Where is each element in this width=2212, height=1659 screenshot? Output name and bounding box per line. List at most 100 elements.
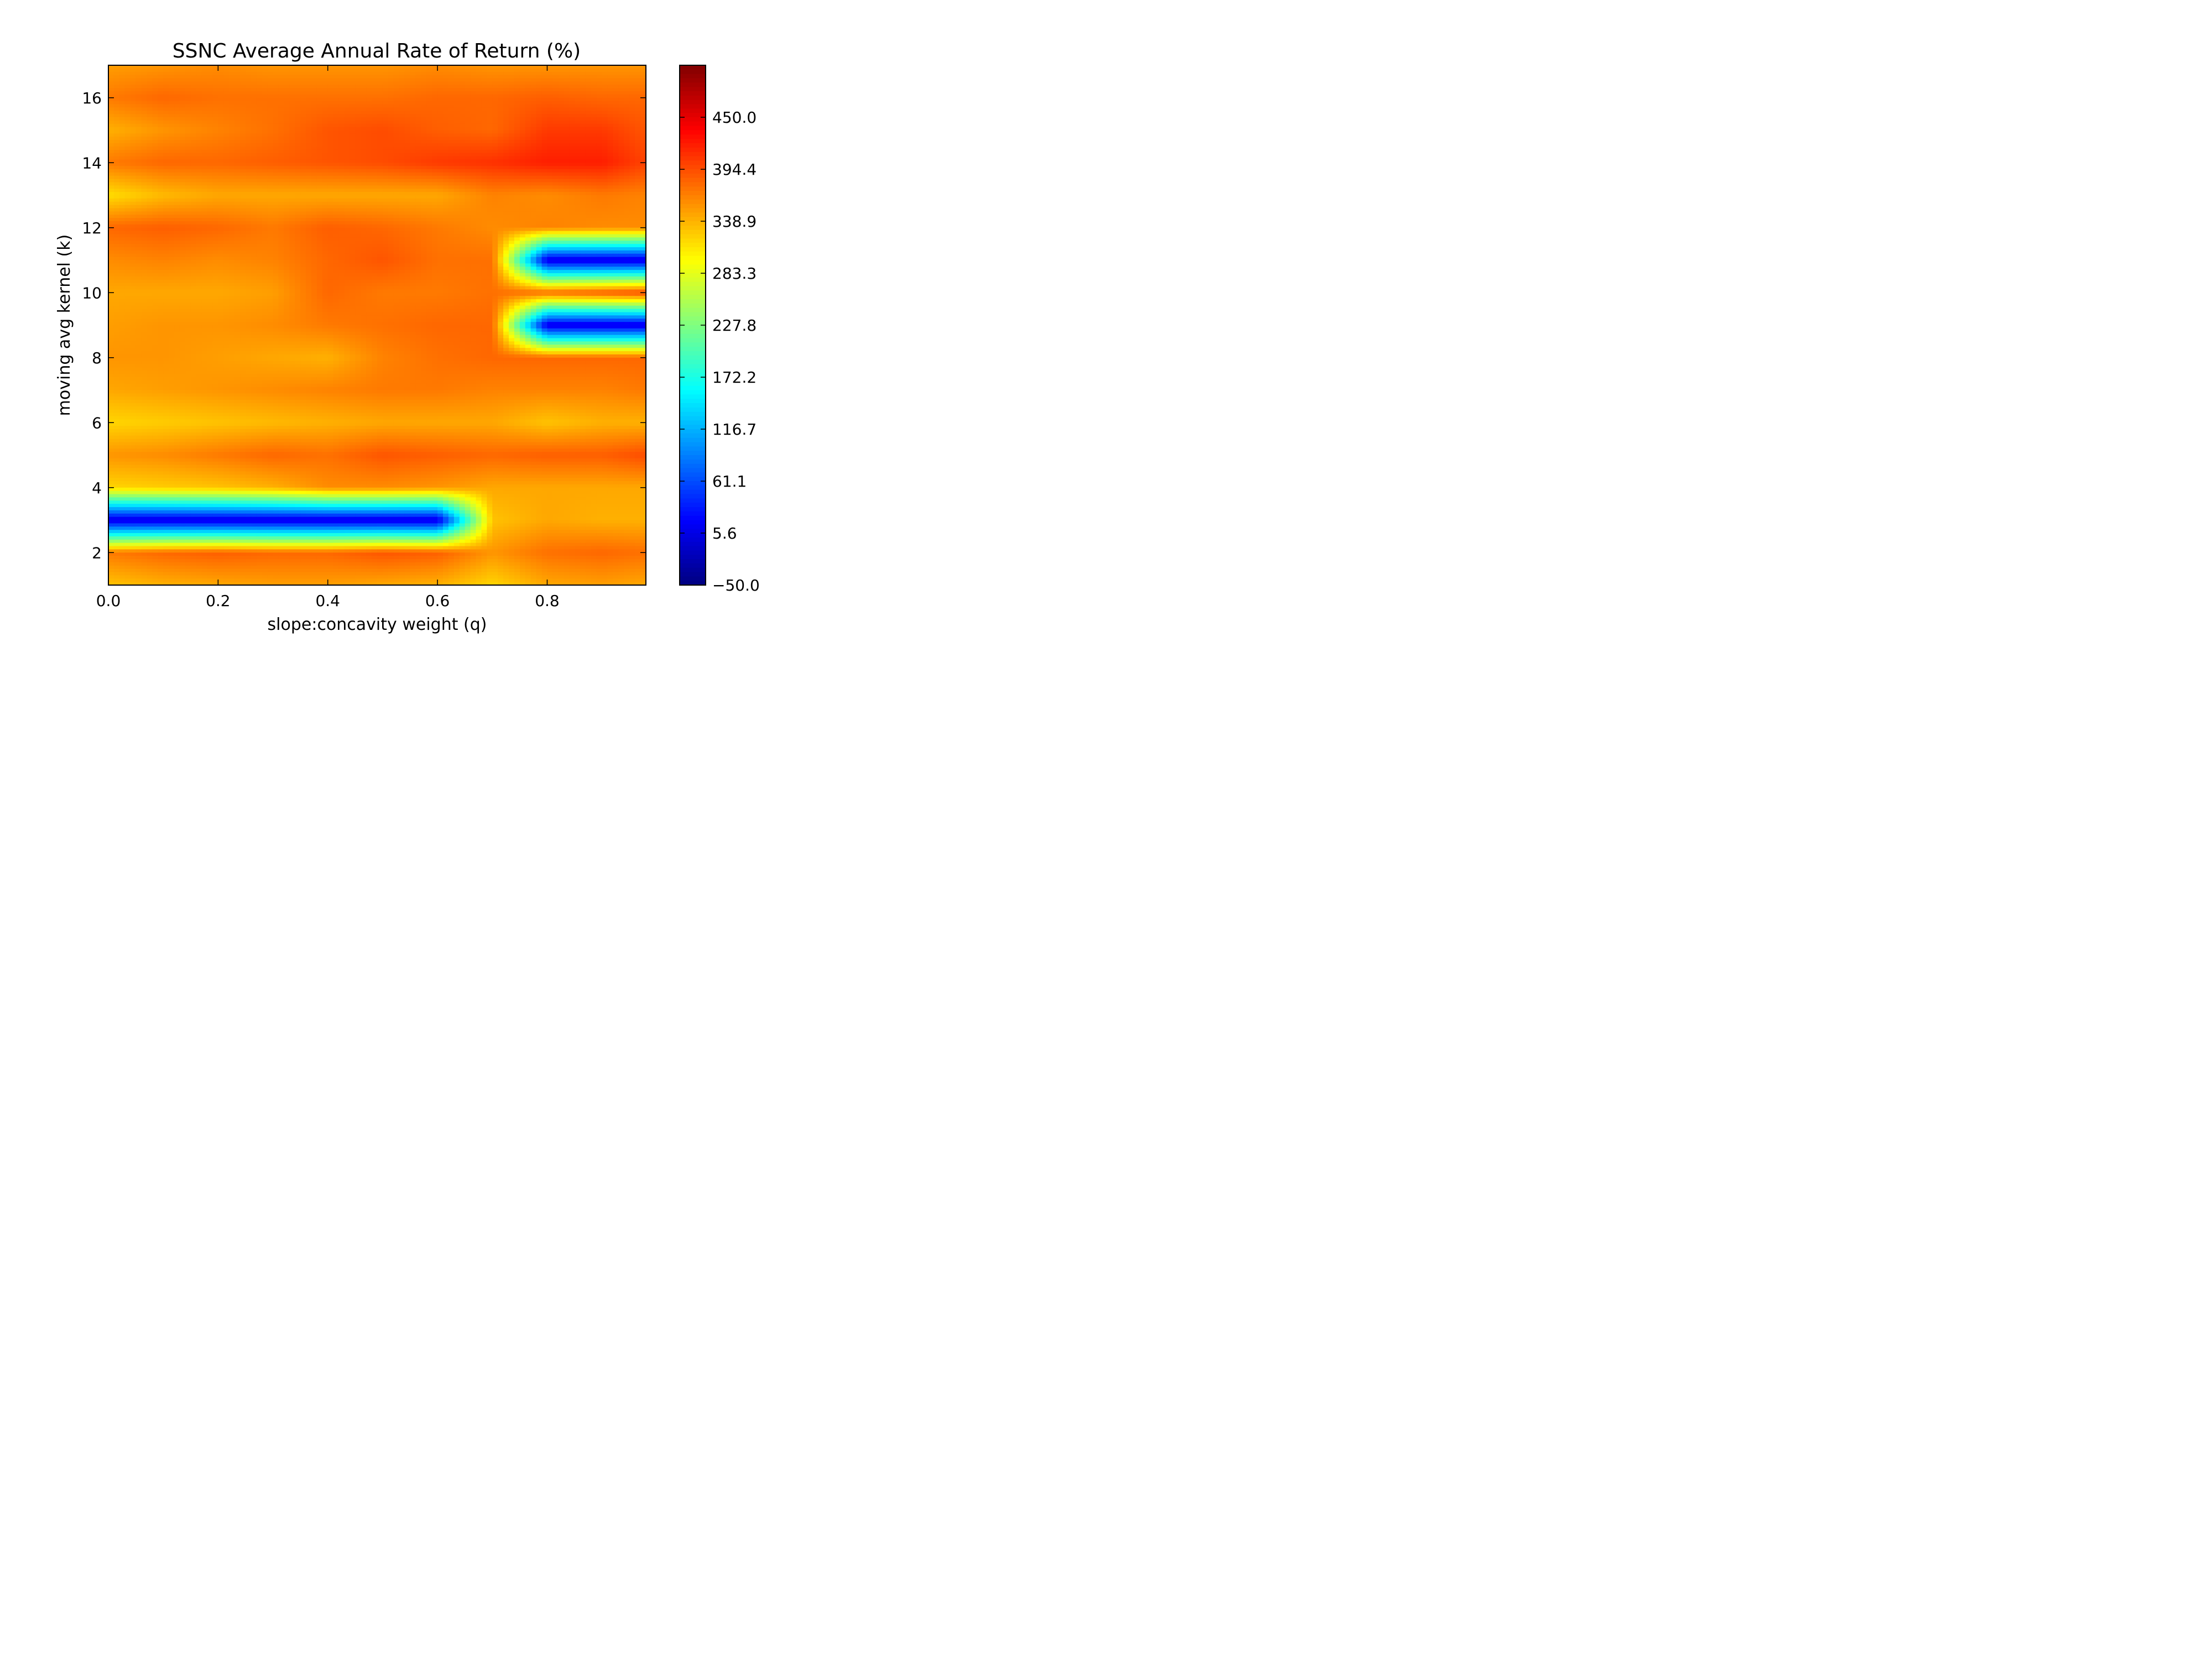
heatmap-cell [251,185,257,189]
heatmap-cell [552,117,559,121]
heatmap-cell [196,159,202,163]
heatmap-cell [487,146,493,150]
heatmap-cell [229,91,235,95]
heatmap-cell [476,156,482,160]
heatmap-cell [415,137,421,140]
heatmap-cell [558,166,564,170]
heatmap-cell [377,172,383,176]
heatmap-cell [372,111,378,114]
heatmap-cell [278,117,284,121]
heatmap-cell [212,175,218,180]
heatmap-cell [519,163,526,166]
heatmap-cell [487,75,493,79]
heatmap-cell [476,189,482,192]
heatmap-cell [575,166,581,170]
heatmap-cell [377,65,383,69]
heatmap-cell [541,192,548,196]
heatmap-cell [470,137,477,140]
heatmap-cell [476,215,482,218]
heatmap-cell [179,104,186,108]
heatmap-cell [602,127,608,131]
heatmap-cell [596,85,603,88]
heatmap-cell [481,127,487,131]
heatmap-cell [322,211,328,215]
heatmap-cell [629,166,635,170]
heatmap-cell [410,185,416,189]
heatmap-cell [262,192,268,196]
heatmap-cell [525,224,531,228]
heatmap-cell [564,179,570,183]
heatmap-cell [487,189,493,192]
heatmap-cell [372,107,378,111]
heatmap-cell [519,91,526,95]
heatmap-cell [327,101,334,105]
heatmap-cell [245,192,252,196]
heatmap-cell [547,65,553,69]
heatmap-cell [459,192,466,196]
heatmap-cell [624,218,630,222]
heatmap-cell [300,156,306,160]
heatmap-cell [306,137,312,140]
heatmap-cell [509,140,515,144]
heatmap-cell [377,159,383,163]
heatmap-cell [377,179,383,183]
heatmap-cell [152,68,158,72]
heatmap-cell [366,182,372,186]
heatmap-cell [404,78,411,82]
heatmap-cell [311,211,317,215]
heatmap-cell [377,163,383,166]
heatmap-cell [169,94,175,98]
heatmap-cell [190,146,197,150]
heatmap-cell [498,68,504,72]
heatmap-cell [169,224,175,228]
heatmap-cell [536,195,542,199]
heatmap-cell [421,94,427,98]
heatmap-cell [278,179,284,183]
heatmap-cell [443,215,449,218]
heatmap-cell [404,88,411,92]
heatmap-cell [218,218,224,222]
heatmap-cell [174,133,180,137]
heatmap-cell [426,120,432,124]
heatmap-cell [256,97,263,102]
heatmap-cell [124,205,131,209]
heatmap-cell [530,221,537,225]
heatmap-cell [355,146,361,150]
heatmap-cell [564,185,570,189]
heatmap-cell [437,127,444,131]
heatmap-cell [580,71,586,76]
heatmap-cell [349,114,356,118]
heatmap-cell [585,137,592,140]
heatmap-cell [322,111,328,114]
heatmap-cell [393,198,400,202]
heatmap-cell [207,182,213,186]
heatmap-cell [514,117,520,121]
heatmap-cell [141,189,148,192]
heatmap-cell [361,179,367,183]
heatmap-cell [245,179,252,183]
heatmap-cell [338,163,345,166]
heatmap-cell [284,153,290,157]
heatmap-cell [190,123,197,128]
heatmap-cell [147,117,153,121]
heatmap-cell [509,123,515,128]
heatmap-cell [229,153,235,157]
heatmap-cell [124,75,131,79]
heatmap-cell [558,172,564,176]
heatmap-cell [377,227,383,232]
heatmap-cell [158,159,164,163]
heatmap-cell [629,137,635,140]
heatmap-cell [300,85,306,88]
heatmap-cell [607,179,614,183]
heatmap-cell [602,153,608,157]
heatmap-cell [240,91,246,95]
heatmap-cell [481,156,487,160]
heatmap-cell [185,189,191,192]
heatmap-cell [536,189,542,192]
heatmap-cell [635,205,641,209]
heatmap-cell [503,91,509,95]
heatmap-cell [355,211,361,215]
heatmap-cell [207,91,213,95]
heatmap-cell [377,224,383,228]
heatmap-cell [322,101,328,105]
